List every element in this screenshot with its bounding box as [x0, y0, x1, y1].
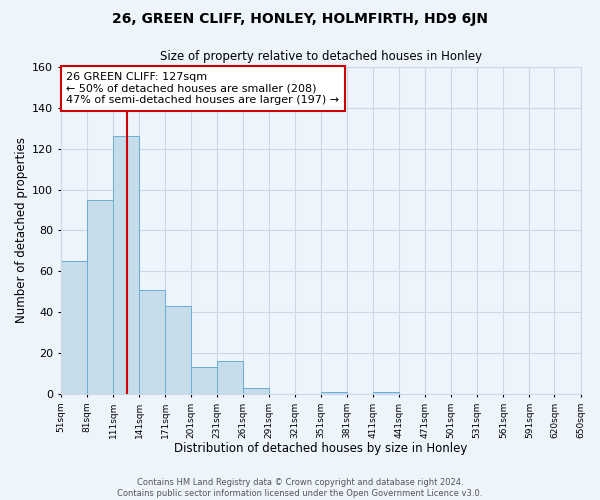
Bar: [322, 392, 347, 394]
Bar: [217, 361, 243, 394]
Bar: [191, 368, 217, 394]
Bar: [61, 261, 87, 394]
Y-axis label: Number of detached properties: Number of detached properties: [15, 138, 28, 324]
Text: 26, GREEN CLIFF, HONLEY, HOLMFIRTH, HD9 6JN: 26, GREEN CLIFF, HONLEY, HOLMFIRTH, HD9 …: [112, 12, 488, 26]
Bar: [87, 200, 113, 394]
Bar: [244, 388, 269, 394]
Text: Contains HM Land Registry data © Crown copyright and database right 2024.
Contai: Contains HM Land Registry data © Crown c…: [118, 478, 482, 498]
Bar: [139, 290, 165, 394]
Bar: [113, 136, 139, 394]
Title: Size of property relative to detached houses in Honley: Size of property relative to detached ho…: [160, 50, 482, 63]
Bar: [373, 392, 399, 394]
Text: 26 GREEN CLIFF: 127sqm
← 50% of detached houses are smaller (208)
47% of semi-de: 26 GREEN CLIFF: 127sqm ← 50% of detached…: [66, 72, 339, 105]
Bar: [165, 306, 191, 394]
X-axis label: Distribution of detached houses by size in Honley: Distribution of detached houses by size …: [174, 442, 467, 455]
